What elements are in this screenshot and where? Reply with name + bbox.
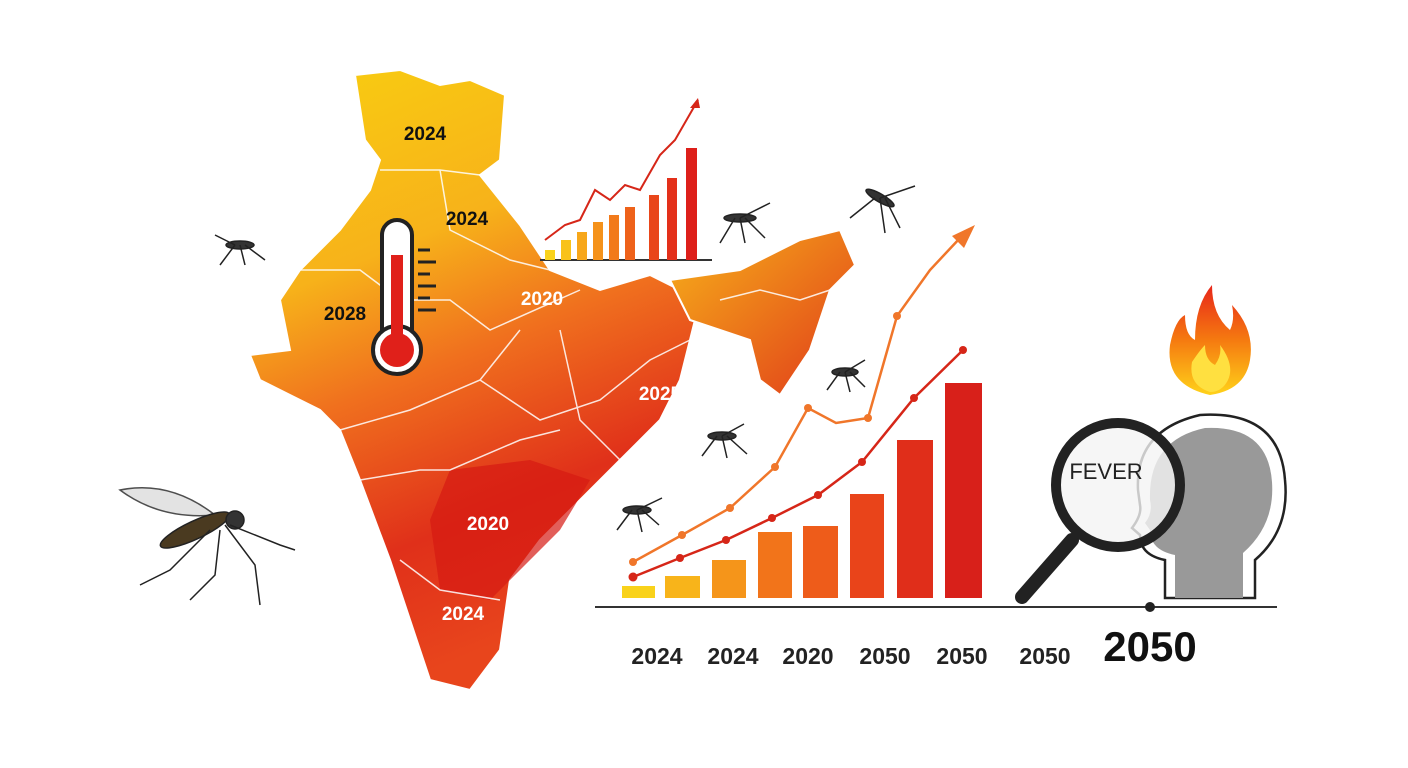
state-borders <box>300 169 831 601</box>
x-label: 2050 <box>936 643 987 669</box>
map-label: 2025 <box>639 384 682 405</box>
x-label: 2024 <box>631 643 682 669</box>
mosquito <box>849 185 916 234</box>
map-label: 2024 <box>404 124 447 145</box>
main-chart: 2024 2024 2020 2050 2050 2050 2050 <box>595 225 1277 670</box>
magnifier-text: FEVER <box>1069 459 1142 484</box>
map-label: 2024 <box>446 209 489 230</box>
mosquito <box>719 202 771 244</box>
mosquito <box>616 497 663 533</box>
mosquito <box>826 359 866 393</box>
mosquito <box>214 234 266 266</box>
map-label: 2024 <box>442 604 485 625</box>
mainland <box>248 68 702 692</box>
mosquitoes <box>118 185 916 606</box>
highlight-year: 2050 <box>1103 623 1196 670</box>
x-label: 2024 <box>707 643 758 669</box>
magnifier: FEVER <box>1015 418 1185 604</box>
northeast <box>668 228 857 397</box>
thermometer <box>371 218 436 376</box>
south-region <box>430 460 590 600</box>
map-label: 2028 <box>324 304 366 325</box>
x-label: 2050 <box>1019 643 1070 669</box>
flame <box>1169 285 1251 395</box>
mosquito-large <box>118 487 296 606</box>
mosquito <box>701 423 748 459</box>
x-label: 2020 <box>782 643 833 669</box>
map: 2024 2024 2028 2020 2025 2020 2024 <box>248 68 857 692</box>
x-label: 2050 <box>859 643 910 669</box>
small-chart <box>540 98 712 261</box>
map-label: 2020 <box>467 514 509 535</box>
map-label: 2020 <box>521 289 563 310</box>
